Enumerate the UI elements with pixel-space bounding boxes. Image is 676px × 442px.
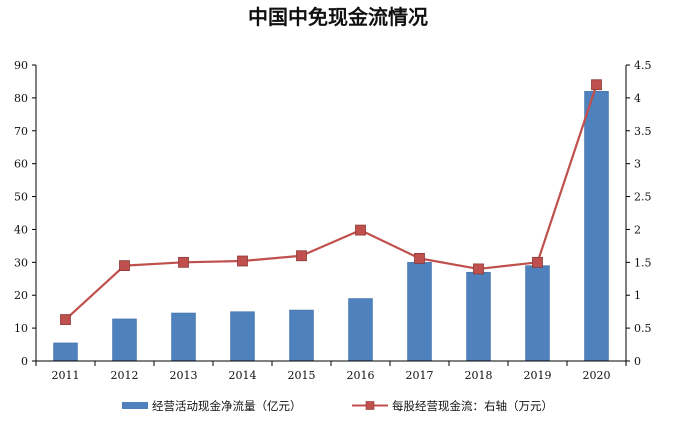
bar-2019 <box>525 265 550 362</box>
x-tick-label: 2016 <box>347 369 375 382</box>
bar-2018 <box>466 271 491 362</box>
y-tick-label: 30 <box>14 256 28 269</box>
y2-tick-label: 1 <box>634 289 641 302</box>
y2-tick-label: 2.5 <box>634 191 652 204</box>
y-tick-label: 0 <box>21 355 28 368</box>
x-tick-label: 2018 <box>465 369 493 382</box>
bar-2012 <box>112 318 137 362</box>
chart-title: 中国中免现金流情况 <box>248 5 428 29</box>
y-tick-label: 40 <box>14 223 28 236</box>
line-point-2011 <box>60 314 71 325</box>
legend-label-bar: 经营活动现金净流量（亿元） <box>152 399 302 413</box>
y2-tick-label: 3.5 <box>634 125 652 138</box>
legend-swatch-marker <box>365 401 375 410</box>
line-point-2017 <box>414 252 425 264</box>
line-point-2015 <box>296 250 307 262</box>
watermark: 雪球：心态与财富 <box>475 414 618 432</box>
x-tick-label: 2020 <box>583 369 611 382</box>
plot-area <box>53 79 609 362</box>
y-tick-label: 80 <box>14 92 28 105</box>
x-tick-label: 2017 <box>406 369 434 382</box>
y-tick-label: 50 <box>14 191 28 204</box>
bar-2015 <box>289 309 314 362</box>
x-tick-label: 2019 <box>524 369 552 382</box>
y2-tick-label: 2 <box>634 223 641 236</box>
line-point-2018 <box>473 263 484 275</box>
y-tick-label: 90 <box>14 59 28 72</box>
line-point-2014 <box>237 255 248 267</box>
bar-2016 <box>348 298 373 362</box>
y-tick-label: 20 <box>14 289 28 302</box>
y2-tick-label: 1.5 <box>634 256 652 269</box>
x-tick-label: 2015 <box>288 369 316 382</box>
x-tick-label: 2012 <box>111 369 139 382</box>
line-point-2016 <box>355 224 366 236</box>
legend: 经营活动现金净流量（亿元） 每股经营现金流：右轴（万元） <box>122 399 553 413</box>
y-tick-label: 60 <box>14 158 28 171</box>
y-tick-label: 10 <box>14 322 28 335</box>
legend-swatch-bar <box>122 402 148 409</box>
watermark-text: 雪球：心态与财富 <box>498 414 618 432</box>
x-tick-label: 2013 <box>170 369 198 382</box>
bar-2013 <box>171 312 196 362</box>
line-point-2013 <box>178 256 189 268</box>
x-tick-label: 2014 <box>229 369 257 382</box>
y2-tick-label: 4.5 <box>634 59 652 72</box>
snowball-logo-icon <box>475 414 493 432</box>
y2-tick-label: 3 <box>634 158 641 171</box>
bar-2014 <box>230 311 255 362</box>
line-point-2020 <box>591 79 602 91</box>
y2-tick-label: 0 <box>634 355 641 368</box>
y2-tick-label: 0.5 <box>634 322 652 335</box>
per-share-cashflow-line <box>64 84 598 321</box>
bar-2020 <box>584 91 609 362</box>
y2-tick-label: 4 <box>634 92 641 105</box>
x-tick-label: 2011 <box>52 369 80 382</box>
line-point-2012 <box>119 260 130 272</box>
y-tick-label: 70 <box>14 125 28 138</box>
axes: 0 10 20 30 40 50 60 70 80 90 0 0.5 1 1.5 2 2.5 3 3.5 4 4.5 2… <box>14 59 652 382</box>
bar-2017 <box>407 262 432 362</box>
legend-label-line: 每股经营现金流：右轴（万元） <box>392 399 553 413</box>
bar-2011 <box>53 342 78 362</box>
line-point-2019 <box>532 256 543 268</box>
